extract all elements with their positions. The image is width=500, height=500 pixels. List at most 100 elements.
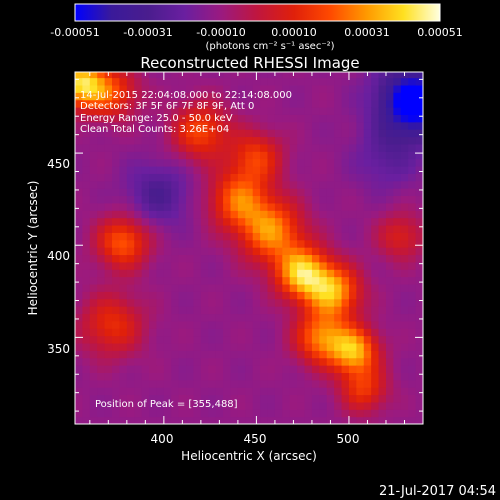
heatmap-cell (112, 232, 121, 241)
heatmap-cell (378, 276, 387, 285)
heatmap-cell (371, 77, 380, 86)
heatmap-cell (334, 99, 343, 108)
heatmap-cell (385, 195, 394, 204)
heatmap-cell (237, 283, 246, 292)
heatmap-cell (393, 188, 402, 197)
heatmap-cell (97, 335, 106, 344)
heatmap-cell (141, 328, 150, 337)
heatmap-cell (163, 210, 172, 219)
heatmap-cell (141, 306, 150, 315)
heatmap-cell (356, 342, 365, 351)
heatmap-cell (334, 372, 343, 381)
heatmap-cell (289, 136, 298, 145)
heatmap-cell (134, 151, 143, 160)
heatmap-cell (97, 114, 106, 123)
heatmap-cell (311, 313, 320, 322)
heatmap-cell (408, 416, 417, 424)
heatmap-cell (82, 210, 91, 219)
heatmap-cell (104, 350, 113, 359)
heatmap-cell (208, 372, 217, 381)
heatmap-cell (163, 394, 172, 403)
heatmap-cell (319, 247, 328, 256)
heatmap-cell (134, 306, 143, 315)
heatmap-cell (385, 165, 394, 174)
heatmap-cell (245, 188, 254, 197)
heatmap-cell (282, 136, 291, 145)
heatmap-cell (371, 416, 380, 424)
heatmap-cell (82, 401, 91, 410)
heatmap-cell (385, 261, 394, 270)
heatmap-cell (341, 92, 350, 101)
heatmap-cell (400, 165, 409, 174)
heatmap-cell (252, 254, 261, 263)
heatmap-cell (141, 92, 150, 101)
heatmap-cell (378, 379, 387, 388)
heatmap-cell (119, 387, 128, 396)
heatmap-cell (326, 387, 335, 396)
heatmap-cell (356, 210, 365, 219)
heatmap-cell (230, 416, 239, 424)
heatmap-cell (304, 217, 313, 226)
heatmap-cell (260, 188, 269, 197)
heatmap-cell (126, 357, 135, 366)
heatmap-cell (326, 143, 335, 152)
heatmap-cell (260, 232, 269, 241)
heatmap-cell (156, 173, 165, 182)
heatmap-cell (311, 195, 320, 204)
heatmap-cell (304, 195, 313, 204)
heatmap-cell (89, 276, 98, 285)
heatmap-cell (282, 180, 291, 189)
heatmap-cell (193, 224, 202, 233)
heatmap-cell (363, 99, 372, 108)
heatmap-cell (311, 276, 320, 285)
x-tick-label: 450 (244, 432, 267, 446)
heatmap-cell (178, 254, 187, 263)
heatmap-cell (163, 195, 172, 204)
heatmap-cell (237, 77, 246, 86)
heatmap-cell (223, 239, 232, 248)
heatmap-cell (245, 217, 254, 226)
heatmap-cell (156, 92, 165, 101)
heatmap-cell (112, 92, 121, 101)
heatmap-cell (208, 239, 217, 248)
heatmap-cell (97, 387, 106, 396)
heatmap-cell (230, 173, 239, 182)
colorbar-ticks: -0.00051 -0.00031 -0.00010 0.00010 0.000… (50, 26, 462, 39)
heatmap-cell (163, 232, 172, 241)
heatmap-cell (126, 247, 135, 256)
heatmap-cell (274, 180, 283, 189)
heatmap-cell (215, 320, 224, 329)
heatmap-cell (304, 158, 313, 167)
heatmap-cell (415, 158, 423, 167)
heatmap-cell (237, 247, 246, 256)
heatmap-cell (319, 313, 328, 322)
heatmap-cell (141, 195, 150, 204)
heatmap-cell (334, 180, 343, 189)
heatmap-cell (230, 291, 239, 300)
heatmap-cell (141, 372, 150, 381)
heatmap-cell (319, 372, 328, 381)
heatmap-cell (408, 165, 417, 174)
heatmap-cell (112, 298, 121, 307)
heatmap-cell (267, 409, 276, 418)
heatmap-cell (186, 99, 195, 108)
heatmap-cell (385, 121, 394, 130)
heatmap-cell (356, 291, 365, 300)
heatmap-cell (134, 291, 143, 300)
heatmap-cell (223, 151, 232, 160)
heatmap-cell (200, 320, 209, 329)
heatmap-cell (400, 298, 409, 307)
y-tick-label: 450 (47, 157, 70, 171)
heatmap-cell (112, 99, 121, 108)
heatmap-cell (215, 276, 224, 285)
heatmap-cell (385, 335, 394, 344)
heatmap-cell (223, 84, 232, 93)
heatmap-cell (82, 394, 91, 403)
heatmap-cell (393, 394, 402, 403)
heatmap-cell (149, 158, 158, 167)
heatmap-cell (341, 77, 350, 86)
heatmap-cell (237, 394, 246, 403)
heatmap-cell (75, 129, 83, 138)
heatmap-cell (178, 151, 187, 160)
heatmap-cell (200, 173, 209, 182)
